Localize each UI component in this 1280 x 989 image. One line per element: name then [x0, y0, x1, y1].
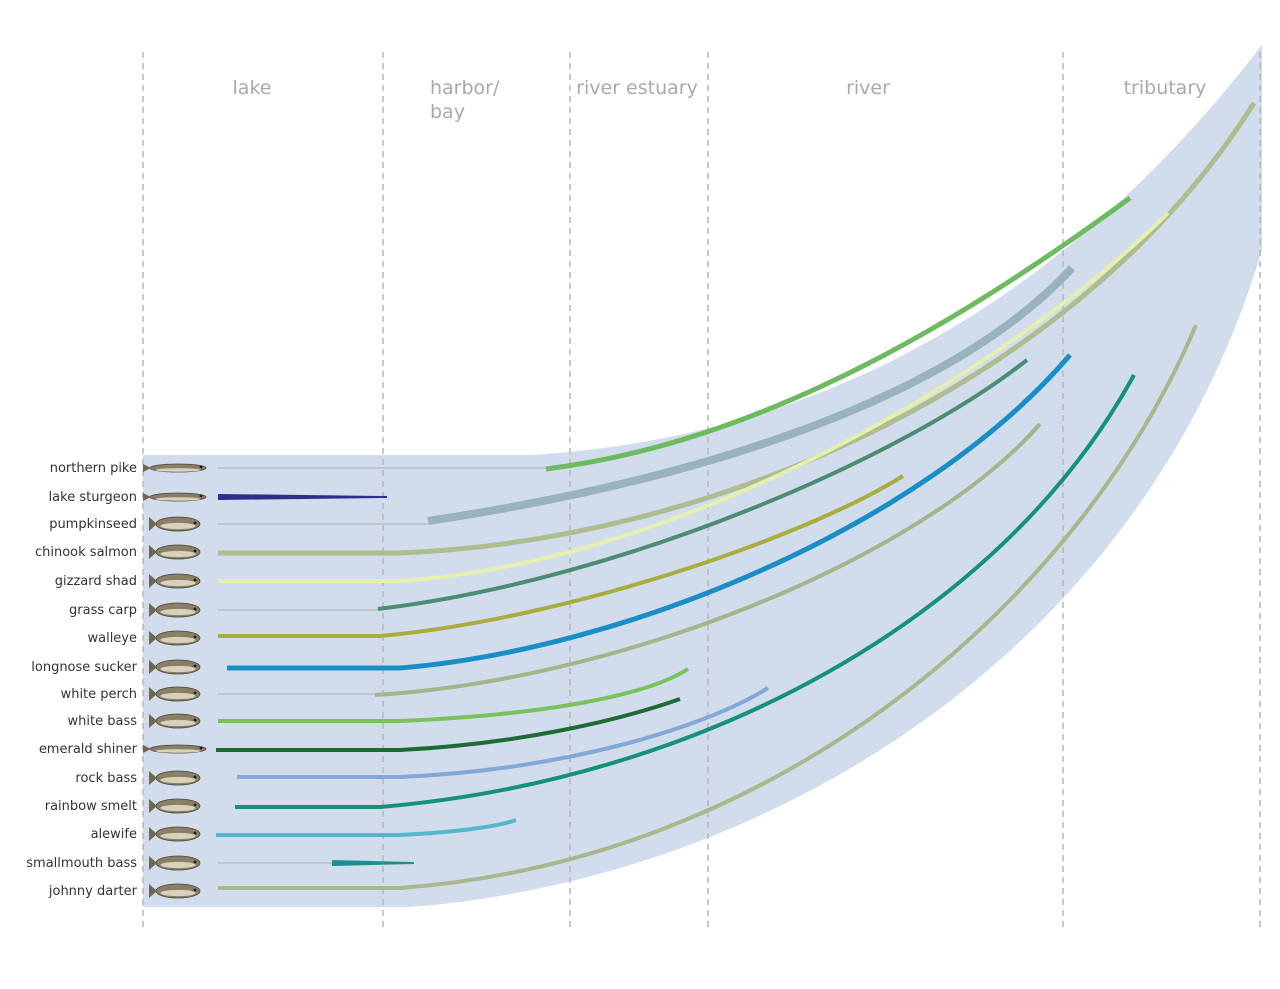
connector-lines	[218, 467, 546, 864]
smallmouth-bass-fish-icon	[149, 855, 201, 871]
range-line-grass-carp	[377, 358, 1029, 611]
range-line-longnose-sucker	[227, 353, 1072, 671]
range-line-white-bass	[218, 667, 690, 723]
fish-label-smallmouth-bass: smallmouth bass	[26, 856, 137, 871]
white-perch-fish-icon	[149, 686, 201, 702]
emerald-shiner-fish-icon	[143, 744, 207, 754]
fish-label-northern-pike: northern pike	[50, 461, 137, 476]
range-line-gizzard-shad	[218, 211, 1170, 583]
fish-label-longnose-sucker: longnose sucker	[31, 660, 137, 675]
chinook-salmon-fish-icon	[149, 544, 201, 560]
alewife-fish-icon	[149, 826, 201, 842]
longnose-sucker-fish-icon	[149, 659, 201, 675]
rainbow-smelt-fish-icon	[149, 798, 201, 814]
fish-label-grass-carp: grass carp	[69, 603, 137, 618]
zone-label-river: river	[846, 77, 890, 99]
fish-label-chinook-salmon: chinook salmon	[35, 545, 137, 560]
white-bass-fish-icon	[149, 713, 201, 729]
fish-label-rock-bass: rock bass	[75, 771, 137, 786]
zone-label-lake: lake	[233, 77, 272, 99]
range-line-white-perch	[374, 422, 1042, 697]
johnny-darter-fish-icon	[149, 883, 201, 899]
range-line-northern-pike	[545, 195, 1132, 472]
range-line-alewife	[216, 818, 517, 837]
fish-label-emerald-shiner: emerald shiner	[39, 742, 138, 757]
fish-label-gizzard-shad: gizzard shad	[55, 574, 137, 589]
walleye-fish-icon	[149, 630, 201, 646]
zone-label-river-estuary: river estuary	[576, 77, 698, 99]
fish-label-lake-sturgeon: lake sturgeon	[49, 490, 137, 505]
range-line-smallmouth-bass	[332, 860, 414, 866]
fish-label-white-bass: white bass	[68, 714, 138, 729]
zone-label-tributary: tributary	[1124, 77, 1207, 99]
fish-icons	[143, 463, 207, 899]
range-line-rock-bass	[237, 686, 770, 779]
grass-carp-fish-icon	[149, 602, 201, 618]
range-line-johnny-darter	[218, 324, 1198, 890]
range-line-rainbow-smelt	[235, 374, 1136, 809]
fish-label-rainbow-smelt: rainbow smelt	[45, 799, 137, 814]
fish-label-white-perch: white perch	[61, 687, 137, 702]
range-line-emerald-shiner	[216, 697, 681, 752]
fish-label-pumpkinseed: pumpkinseed	[49, 517, 137, 532]
zone-label-harbor-bay: harbor/bay	[430, 77, 500, 123]
zone-dividers	[142, 52, 1261, 928]
fish-labels: northern pike lake sturgeon pumpkinseed chi…	[26, 461, 137, 899]
gizzard-shad-fish-icon	[149, 573, 201, 589]
rock-bass-fish-icon	[149, 770, 201, 786]
range-line-walleye	[218, 474, 905, 638]
habitat-range-lines	[216, 101, 1257, 890]
fish-label-alewife: alewife	[91, 827, 137, 842]
zone-labels: lake harbor/bay river estuary river trib…	[233, 77, 1207, 123]
range-line-pumpkinseed	[427, 265, 1075, 525]
northern-pike-fish-icon	[143, 463, 207, 473]
lake-sturgeon-fish-icon	[143, 492, 207, 502]
fish-label-walleye: walleye	[87, 631, 137, 646]
range-line-lake-sturgeon	[218, 494, 387, 500]
fish-label-johnny-darter: johnny darter	[48, 884, 138, 899]
pumpkinseed-fish-icon	[149, 516, 201, 532]
